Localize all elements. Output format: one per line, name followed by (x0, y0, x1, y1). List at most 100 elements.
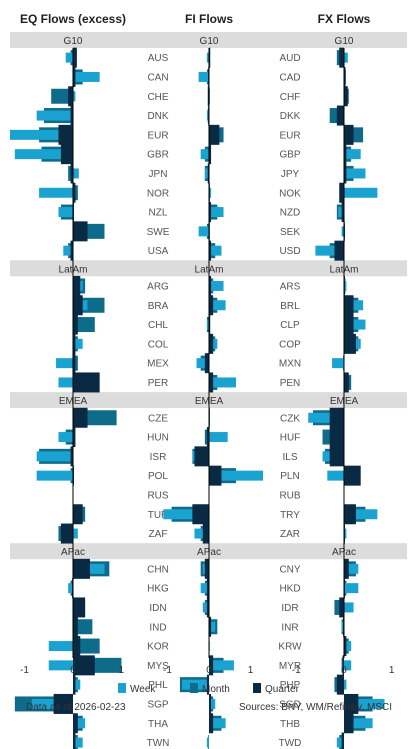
footer-sources: Sources: BNY, WM/Refinitiv, MSCI (239, 702, 392, 713)
bar-eq-can-week (73, 71, 100, 82)
bar-fi-jpn-week (204, 168, 209, 179)
bar-fi-chn-quarter (204, 558, 209, 579)
label-eq-twn: TWN (147, 738, 170, 749)
footer-date: Data as of 2026-02-23 (26, 702, 126, 713)
category-labels: AUS AUD CAN CAD CHE CHF DNK DKK EUR EUR GBR GBP JPN J… (147, 53, 303, 749)
bar-fx-twd-quarter (341, 732, 344, 749)
bars (10, 47, 385, 749)
bar-fx-inr-week (341, 621, 344, 632)
bar-fi-usa-quarter (209, 240, 212, 261)
bar-eq-per-quarter (73, 372, 100, 393)
bar-eq-gbr-week (14, 149, 74, 160)
bar-fx-ils-quarter (329, 446, 344, 467)
bar-fi-phl-quarter (206, 674, 209, 695)
bar-eq-chn-quarter (73, 558, 90, 579)
bar-eq-arg-quarter (73, 275, 81, 296)
label-fx-nok: NOK (279, 188, 301, 199)
bar-fx-krw-week (344, 641, 352, 652)
bar-eq-nor-week (39, 187, 73, 198)
bar-fi-isr-quarter (194, 446, 209, 467)
label-fx-mxn: MXN (279, 359, 301, 370)
bar-eq-sgp-quarter (53, 693, 73, 714)
bar-eq-aus-week (65, 52, 73, 63)
bar-eq-jpn-quarter (70, 163, 73, 184)
tick-0-1: 1 (119, 665, 125, 676)
bar-fx-gbp-week (344, 149, 361, 160)
bar-fi-zaf-quarter (202, 523, 209, 544)
label-eq-hkg: HKG (147, 584, 169, 595)
label-eq-che: CHE (147, 92, 168, 103)
label-fx-pln: PLN (280, 471, 299, 482)
label-fx-rub: RUB (279, 490, 300, 501)
region-label-g10-1: G10 (200, 36, 219, 47)
bar-fi-chl-quarter (209, 314, 211, 335)
label-eq-pol: POL (148, 471, 168, 482)
bar-fi-nzl-quarter (209, 202, 212, 223)
bar-eq-eur-quarter (58, 124, 73, 145)
bar-fx-sgd-quarter (344, 693, 359, 714)
bar-fi-pol-week (209, 470, 263, 481)
tick-2-0: 0 (341, 665, 347, 676)
bar-eq-dnk-week (36, 110, 73, 121)
bar-fi-idn-quarter (206, 597, 209, 618)
bar-fi-aus-week (206, 52, 209, 63)
label-eq-col: COL (148, 339, 169, 350)
bar-eq-pol-week (36, 470, 73, 481)
bar-eq-mys-quarter (73, 655, 95, 676)
bar-fi-dnk-week (206, 110, 209, 121)
label-fx-ils: ILS (282, 452, 297, 463)
bar-fi-per-quarter (209, 372, 214, 393)
bar-eq-cze-quarter (73, 407, 88, 428)
label-eq-hun: HUN (147, 433, 169, 444)
label-fx-clp: CLP (280, 320, 300, 331)
bar-eq-isr-week (36, 451, 73, 462)
bar-fi-mex-quarter (204, 353, 209, 374)
bar-fx-dkk-quarter (336, 105, 344, 126)
label-eq-mys: MYS (147, 661, 169, 672)
bar-fx-nok-quarter (339, 182, 344, 203)
bar-fx-eur-quarter (344, 124, 354, 145)
bar-eq-phl-week (73, 679, 81, 690)
bar-fx-try-quarter (344, 504, 356, 525)
bar-eq-twn-quarter (73, 732, 76, 749)
bar-eq-col-quarter (73, 333, 76, 354)
bar-eq-tha-quarter (73, 713, 78, 734)
bar-fx-gbp-quarter (344, 144, 347, 165)
bar-eq-hun-week (58, 432, 73, 443)
bar-eq-dnk-quarter (70, 105, 73, 126)
legend-swatch-quarter (253, 683, 261, 693)
bar-fx-twd-week (336, 737, 344, 748)
label-eq-jpn: JPN (149, 169, 168, 180)
bar-fx-pln-quarter (344, 465, 361, 486)
bar-fi-mex-week (196, 358, 209, 369)
label-fx-eur: EUR (279, 130, 300, 141)
bar-fx-php-quarter (336, 674, 344, 695)
bar-fi-aus-quarter (209, 47, 211, 68)
bar-eq-usa-quarter (70, 240, 73, 261)
bar-fi-gbr-week (200, 149, 209, 160)
label-fx-idr: IDR (281, 603, 298, 614)
bar-eq-idn-quarter (73, 597, 86, 618)
label-eq-usa: USA (148, 246, 169, 257)
bar-fi-per-week (209, 377, 236, 388)
label-fx-dkk: DKK (280, 111, 301, 122)
bar-fx-cad-quarter (344, 66, 346, 87)
bar-fi-hun-week (209, 432, 228, 443)
label-eq-swe: SWE (147, 227, 170, 238)
label-fx-aud: AUD (279, 53, 300, 64)
bar-fx-krw-quarter (344, 636, 347, 657)
label-eq-nzl: NZL (149, 208, 168, 219)
bar-fx-pln-week (327, 470, 344, 481)
label-eq-zaf: ZAF (149, 529, 168, 540)
label-eq-sgp: SGP (147, 699, 168, 710)
bar-fx-cop-quarter (344, 333, 356, 354)
bar-fx-usd-week (315, 245, 344, 256)
bar-eq-kor-week (48, 641, 73, 652)
bar-fi-tur-week (163, 509, 209, 520)
panel-title-0: EQ Flows (excess) (20, 12, 126, 26)
bar-eq-chl-month (73, 317, 95, 333)
bar-eq-nor-quarter (73, 182, 76, 203)
bar-fx-cny-week (344, 563, 359, 574)
bar-fi-hun-quarter (206, 427, 209, 448)
